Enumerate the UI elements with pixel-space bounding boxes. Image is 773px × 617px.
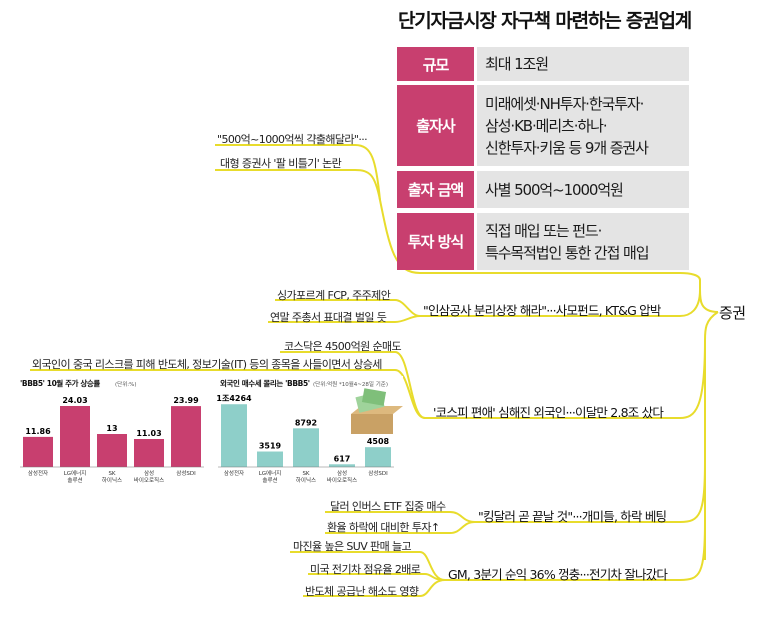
branch3-sub1: 코스닥은 4500억원 순매도 — [284, 340, 402, 353]
row-key: 출자사 — [397, 85, 474, 166]
money-box-illustration — [351, 388, 403, 434]
chart2-unit: (단위:억원 *10월4~28일 기준) — [313, 382, 388, 388]
embedded-charts: 'BBB5' 10월 주가 상승률 (단위:%) 외국인 매수세 몰리는 'BB… — [17, 376, 403, 492]
table-row-investors: 출자사 미래에셋·NH투자·한국투자· 삼성·KB·메리츠·하나· 신한투자·키… — [397, 85, 689, 166]
chart2-value-label-2: 3519 — [259, 442, 282, 451]
branch2-main: "인삼공사 분리상장 해라"···사모펀드, KT&G 압박 — [423, 303, 661, 318]
chart1-category-label-4: 삼성 — [144, 469, 154, 477]
branch5-main: GM, 3분기 순익 36% 껑충···전기차 잘나갔다 — [448, 567, 668, 582]
chart2-value-label-4: 617 — [334, 454, 351, 463]
branch1-line2: 대형 증권사 '팔 비틀기' 논란 — [220, 157, 342, 170]
chart2-bar-3 — [293, 428, 319, 467]
branch4-main: "킹달러 곧 끝날 것"···개미들, 하락 베팅 — [478, 509, 667, 524]
chart2-category-label-4: 바이오로직스 — [327, 476, 357, 484]
chart1-category-label-2: 솔루션 — [67, 476, 82, 484]
chart2-category-label-1: 삼성전자 — [224, 469, 244, 477]
chart1-category-label-4: 바이오로직스 — [134, 476, 164, 484]
chart2-value-label-3: 8792 — [295, 418, 317, 427]
row-key: 투자 방식 — [397, 213, 474, 270]
chart1-bar-4 — [134, 439, 164, 467]
chart2-category-label-3: 하이닉스 — [296, 476, 316, 484]
branch3-sub2: 외국인이 중국 리스크를 피해 반도체, 정보기술(IT) 등의 종목을 사들이… — [32, 358, 382, 371]
chart2-title: 외국인 매수세 몰리는 'BBB5' — [220, 379, 310, 388]
chart1-category-label-2: LG에너지 — [64, 469, 87, 477]
chart2-bar-1 — [221, 404, 247, 467]
table-row-scale: 규모 최대 1조원 — [397, 47, 689, 81]
row-key: 규모 — [397, 47, 474, 81]
chart2-category-label-4: 삼성 — [337, 469, 347, 477]
branch1-line1: "500억~1000억씩 갹출해달라"··· — [217, 133, 368, 146]
chart2-bar-4 — [329, 464, 355, 467]
chart2-bar-2 — [257, 451, 283, 467]
branch4-sub1: 달러 인버스 ETF 집중 매수 — [330, 500, 446, 513]
chart1-value-label-1: 11.86 — [25, 427, 51, 436]
bar-charts-svg: 11.86삼성전자24.03LG에너지솔루션13SK하이닉스11.03삼성바이오… — [20, 388, 403, 484]
chart1-value-label-5: 23.99 — [173, 396, 199, 405]
chart2-category-label-2: LG에너지 — [259, 469, 282, 477]
branch5-sub2: 미국 전기차 점유율 2배로 — [310, 563, 421, 576]
chart2-category-label-2: 솔루션 — [262, 476, 277, 484]
chart1-bar-2 — [60, 406, 90, 467]
branch3-main: '코스피 편애' 심해진 외국인···이달만 2.8조 샀다 — [433, 405, 664, 420]
table-row-amount: 출자 금액 사별 500억~1000억원 — [397, 171, 689, 208]
chart1-value-label-2: 24.03 — [62, 396, 87, 405]
chart1-category-label-5: 삼성SDI — [176, 469, 196, 477]
branch2-sub2: 연말 주총서 표대결 벌일 듯 — [270, 311, 387, 324]
mindmap-root: 증권 — [719, 304, 746, 322]
branch5-sub1: 마진율 높은 SUV 판매 늘고 — [293, 540, 412, 553]
row-value: 직접 매입 또는 펀드· 특수목적법인 통한 간접 매입 — [477, 213, 689, 270]
branch4-sub2: 환율 하락에 대비한 투자↑ — [327, 521, 440, 534]
row-value: 최대 1조원 — [477, 47, 689, 81]
chart1-unit: (단위:%) — [115, 382, 137, 388]
chart2-value-label-5: 4508 — [367, 437, 390, 446]
chart1-bar-5 — [171, 406, 201, 467]
chart1-value-label-4: 11.03 — [136, 429, 161, 438]
chart2-category-label-5: 삼성SDI — [368, 469, 388, 477]
chart2-bar-5 — [365, 447, 391, 467]
row-value: 미래에셋·NH투자·한국투자· 삼성·KB·메리츠·하나· 신한투자·키움 등 … — [477, 85, 689, 166]
chart1-title: 'BBB5' 10월 주가 상승률 — [20, 379, 100, 388]
chart1-bar-1 — [23, 436, 53, 467]
table-title: 단기자금시장 자구책 마련하는 증권업계 — [398, 10, 692, 32]
row-value: 사별 500억~1000억원 — [477, 171, 689, 208]
chart1-category-label-3: SK — [108, 471, 115, 477]
table-row-method: 투자 방식 직접 매입 또는 펀드· 특수목적법인 통한 간접 매입 — [397, 213, 689, 270]
chart1-bar-3 — [97, 434, 127, 467]
chart2-value-label-1: 1조4264 — [216, 394, 252, 403]
branch5-sub3: 반도체 공급난 해소도 영향 — [305, 585, 419, 598]
chart1-category-label-3: 하이닉스 — [102, 476, 122, 484]
branch2-sub1: 싱가포르계 FCP, 주주제안 — [277, 289, 391, 302]
chart2-category-label-3: SK — [302, 471, 309, 477]
chart1-value-label-3: 13 — [106, 424, 117, 433]
row-key: 출자 금액 — [397, 171, 474, 208]
chart1-category-label-1: 삼성전자 — [28, 469, 48, 477]
